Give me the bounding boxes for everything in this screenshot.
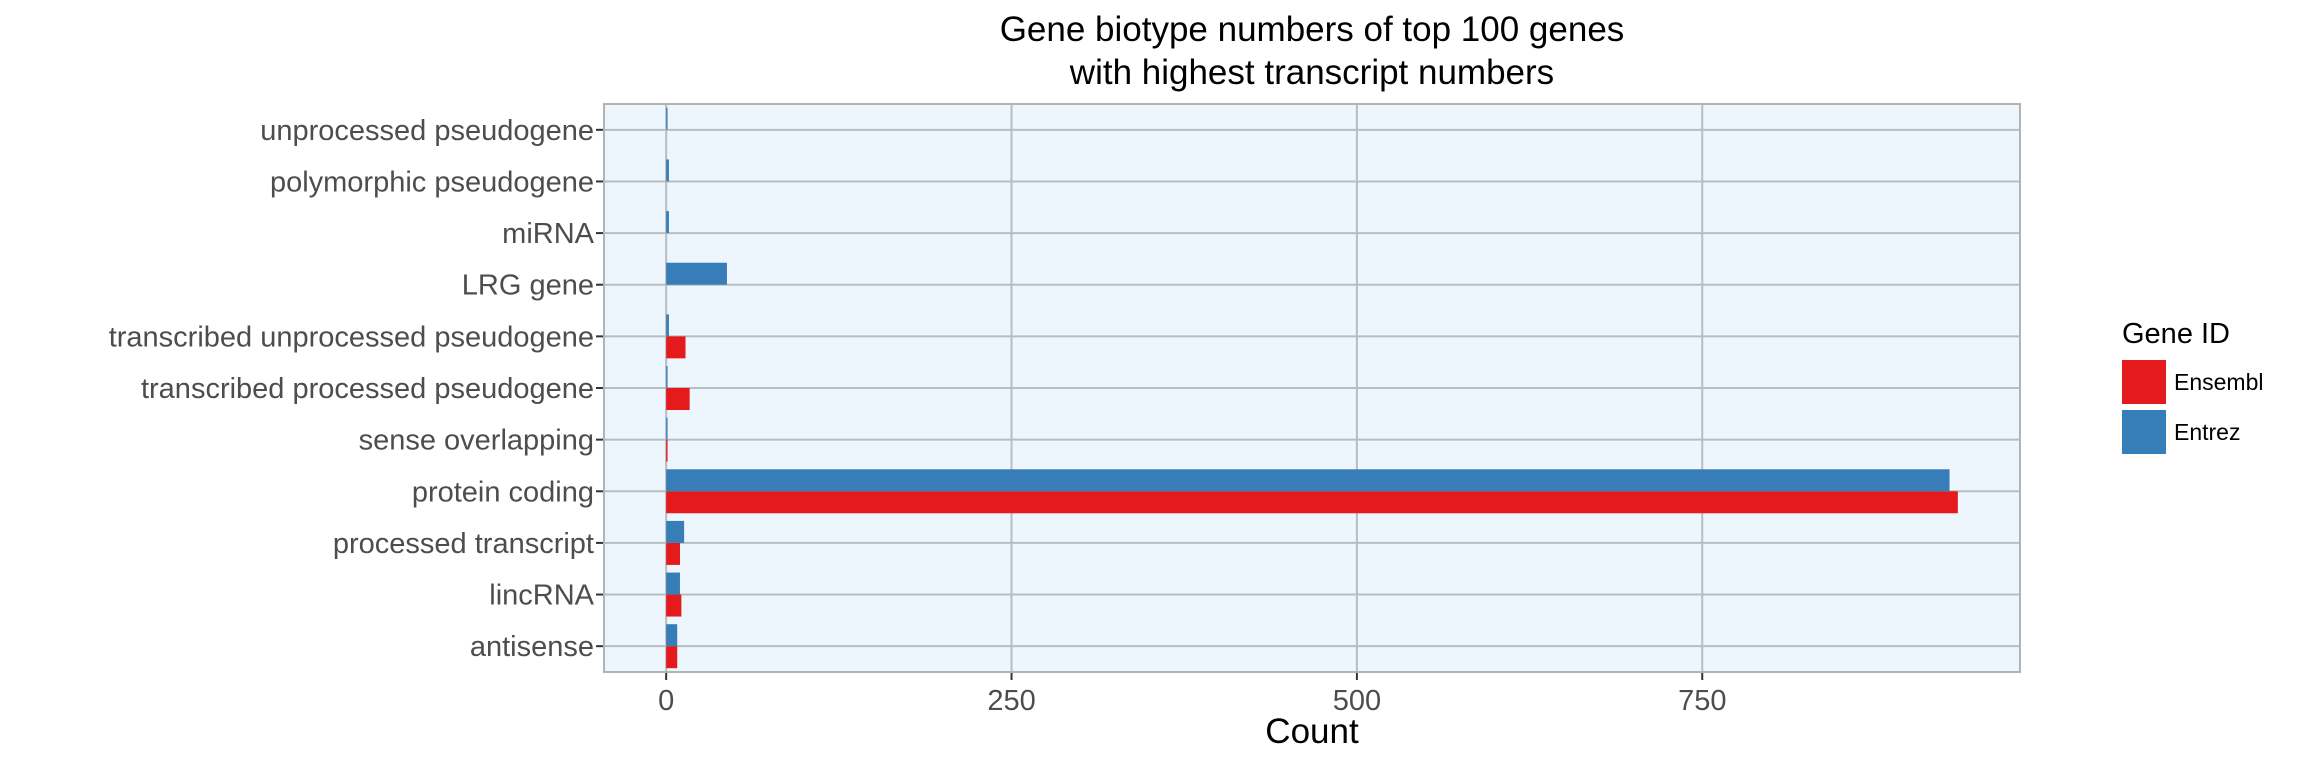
bar-entrez-mirna	[666, 211, 669, 234]
bar-entrez-sense-overlapping	[666, 417, 668, 440]
legend-label-ensembl: Ensembl	[2174, 368, 2264, 395]
bar-ensembl-transcribed-unprocessed-pseudogene	[666, 336, 686, 359]
x-tick-label-500: 500	[1333, 685, 1381, 717]
bar-ensembl-sense-overlapping	[666, 439, 668, 462]
legend: Gene ID Ensembl Entrez	[2122, 318, 2263, 457]
legend-title: Gene ID	[2122, 318, 2230, 350]
bar-ensembl-processed-transcript	[666, 542, 680, 565]
x-tick-label-250: 250	[987, 685, 1035, 717]
chart-title: Gene biotype numbers of top 100 genes wi…	[604, 8, 2020, 94]
bar-entrez-transcribed-unprocessed-pseudogene	[666, 314, 669, 337]
y-tick-label-mirna: miRNA	[502, 218, 594, 250]
bar-entrez-processed-transcript	[666, 520, 685, 543]
legend-item-ensembl: Ensembl	[2122, 357, 2263, 407]
chart-title-line-1: Gene biotype numbers of top 100 genes	[999, 10, 1625, 49]
y-tick-label-transcribed-processed-pseudogene: transcribed processed pseudogene	[141, 373, 594, 405]
legend-swatch-entrez	[2122, 410, 2166, 454]
bar-entrez-unprocessed-pseudogene	[666, 107, 668, 130]
y-tick-label-antisense: antisense	[470, 631, 594, 663]
legend-swatch-ensembl	[2122, 360, 2166, 404]
bar-entrez-protein-coding	[666, 469, 1950, 492]
bar-ensembl-lincrna	[666, 594, 682, 617]
bar-ensembl-antisense	[666, 646, 678, 669]
panel-border	[603, 103, 2021, 673]
bar-entrez-lrg-gene	[666, 262, 727, 285]
chart-title-line-2: with highest transcript numbers	[1069, 53, 1555, 92]
bar-ensembl-protein-coding	[666, 491, 1958, 514]
bar-entrez-lincrna	[666, 572, 680, 595]
x-axis-label: Count	[1265, 712, 1359, 751]
legend-label-entrez: Entrez	[2174, 418, 2241, 445]
bar-entrez-polymorphic-pseudogene	[666, 159, 669, 182]
y-tick-label-unprocessed-pseudogene: unprocessed pseudogene	[260, 115, 594, 147]
y-tick-label-sense-overlapping: sense overlapping	[359, 425, 594, 457]
bar-entrez-transcribed-processed-pseudogene	[666, 366, 668, 388]
legend-item-entrez: Entrez	[2122, 407, 2263, 457]
bar-entrez-antisense	[666, 624, 678, 647]
x-tick-label-0: 0	[658, 685, 674, 717]
x-tick-label-750: 750	[1678, 685, 1726, 717]
bar-ensembl-transcribed-processed-pseudogene	[666, 388, 690, 410]
y-tick-label-polymorphic-pseudogene: polymorphic pseudogene	[270, 166, 594, 198]
y-tick-label-processed-transcript: processed transcript	[333, 528, 594, 560]
y-tick-label-lincrna: lincRNA	[489, 580, 594, 612]
y-tick-label-protein-coding: protein coding	[412, 476, 594, 508]
y-tick-label-lrg-gene: LRG gene	[462, 270, 594, 302]
y-tick-label-transcribed-unprocessed-pseudogene: transcribed unprocessed pseudogene	[109, 321, 594, 353]
